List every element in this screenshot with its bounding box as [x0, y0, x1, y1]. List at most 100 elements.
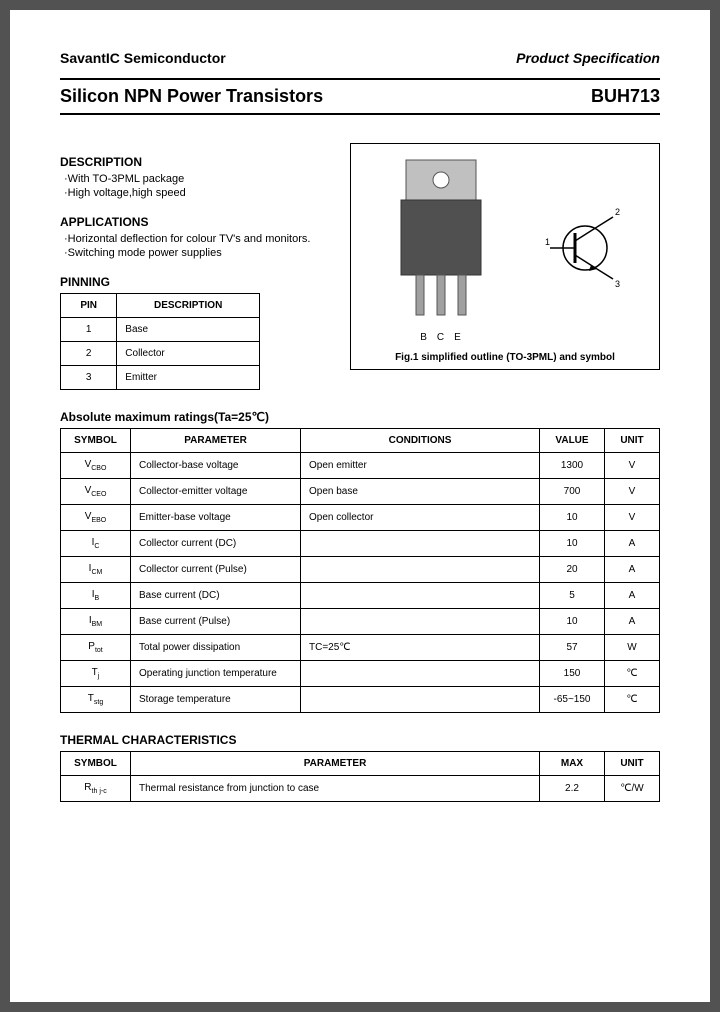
table-row: IBMBase current (Pulse) 10A [61, 609, 660, 635]
col-desc: DESCRIPTION [117, 294, 260, 318]
table-row: TstgStorage temperature-65~150℃ [61, 687, 660, 713]
cond-cell [301, 531, 540, 557]
param-cell: Base current (Pulse) [131, 609, 301, 635]
figure-content: B C E 1 [361, 154, 649, 344]
unit-cell: ℃/W [605, 776, 660, 802]
company-name: SavantIC Semiconductor [60, 50, 226, 66]
col-pin: PIN [61, 294, 117, 318]
value-cell: 10 [540, 505, 605, 531]
unit-cell: V [605, 505, 660, 531]
param-cell: Storage temperature [131, 687, 301, 713]
page-header: SavantIC Semiconductor Product Specifica… [60, 50, 660, 66]
left-column: DESCRIPTION ·With TO-3PML package ·High … [60, 143, 330, 390]
pinning-table: PIN DESCRIPTION 1Base 2Collector 3Emitte… [60, 293, 260, 390]
transistor-symbol-icon: 1 2 3 [545, 203, 625, 296]
table-row: 1Base [61, 318, 260, 342]
param-cell: Collector current (DC) [131, 531, 301, 557]
table-header-row: SYMBOL PARAMETER CONDITIONS VALUE UNIT [61, 429, 660, 453]
table-row: IBBase current (DC) 5A [61, 583, 660, 609]
table-row: VEBOEmitter-base voltageOpen collector10… [61, 505, 660, 531]
max-cell: 2.2 [540, 776, 605, 802]
unit-cell: V [605, 453, 660, 479]
param-cell: Operating junction temperature [131, 661, 301, 687]
thermal-heading: THERMAL CHARACTERISTICS [60, 733, 660, 747]
unit-cell: A [605, 609, 660, 635]
product-family: Silicon NPN Power Transistors [60, 86, 323, 107]
unit-cell: A [605, 531, 660, 557]
thermal-table: SYMBOL PARAMETER MAX UNIT Rth j-cThermal… [60, 751, 660, 802]
table-row: PtotTotal power dissipationTC=25℃57W [61, 635, 660, 661]
cond-cell [301, 661, 540, 687]
datasheet-page: SavantIC Semiconductor Product Specifica… [10, 10, 710, 1002]
symbol-cell: Ptot [61, 635, 131, 661]
unit-cell: ℃ [605, 687, 660, 713]
table-row: ICCollector current (DC) 10A [61, 531, 660, 557]
value-cell: 700 [540, 479, 605, 505]
table-row: ICMCollector current (Pulse) 20A [61, 557, 660, 583]
value-cell: 20 [540, 557, 605, 583]
cond-cell: Open collector [301, 505, 540, 531]
table-row: VCBOCollector-base voltageOpen emitter13… [61, 453, 660, 479]
ratings-heading: Absolute maximum ratings(Ta=25℃) [60, 410, 660, 424]
cond-cell [301, 583, 540, 609]
cond-cell: Open emitter [301, 453, 540, 479]
symbol-cell: IBM [61, 609, 131, 635]
symbol-cell: Rth j-c [61, 776, 131, 802]
unit-cell: W [605, 635, 660, 661]
pinning-heading: PINNING [60, 275, 330, 289]
value-cell: 150 [540, 661, 605, 687]
symbol-cell: VCEO [61, 479, 131, 505]
symbol-pin-2: 2 [615, 207, 620, 217]
table-row: VCEOCollector-emitter voltageOpen base70… [61, 479, 660, 505]
description-item: ·High voltage,high speed [64, 187, 330, 199]
unit-cell: V [605, 479, 660, 505]
applications-heading: APPLICATIONS [60, 215, 330, 229]
table-header-row: PIN DESCRIPTION [61, 294, 260, 318]
value-cell: 5 [540, 583, 605, 609]
symbol-cell: Tj [61, 661, 131, 687]
description-item: ·With TO-3PML package [64, 173, 330, 185]
param-cell: Base current (DC) [131, 583, 301, 609]
upper-columns: DESCRIPTION ·With TO-3PML package ·High … [60, 143, 660, 390]
unit-cell: ℃ [605, 661, 660, 687]
cond-cell [301, 609, 540, 635]
param-cell: Collector-base voltage [131, 453, 301, 479]
ratings-table: SYMBOL PARAMETER CONDITIONS VALUE UNIT V… [60, 428, 660, 713]
value-cell: -65~150 [540, 687, 605, 713]
symbol-cell: IC [61, 531, 131, 557]
param-cell: Collector-emitter voltage [131, 479, 301, 505]
cond-cell: Open base [301, 479, 540, 505]
applications-item: ·Horizontal deflection for colour TV's a… [64, 233, 330, 245]
value-cell: 1300 [540, 453, 605, 479]
cond-cell [301, 557, 540, 583]
cond-cell [301, 687, 540, 713]
applications-item: ·Switching mode power supplies [64, 247, 330, 259]
symbol-cell: IB [61, 583, 131, 609]
symbol-cell: ICM [61, 557, 131, 583]
table-row: TjOperating junction temperature 150℃ [61, 661, 660, 687]
table-header-row: SYMBOL PARAMETER MAX UNIT [61, 752, 660, 776]
symbol-pin-1: 1 [545, 237, 550, 247]
table-row: Rth j-cThermal resistance from junction … [61, 776, 660, 802]
doc-type: Product Specification [516, 50, 660, 66]
part-number: BUH713 [591, 86, 660, 107]
param-cell: Thermal resistance from junction to case [131, 776, 540, 802]
figure-box: B C E 1 [350, 143, 660, 370]
symbol-pin-3: 3 [615, 279, 620, 289]
param-cell: Collector current (Pulse) [131, 557, 301, 583]
param-cell: Emitter-base voltage [131, 505, 301, 531]
package-pin-labels: B C E [386, 332, 496, 343]
package-outline-icon: B C E [386, 155, 496, 343]
symbol-cell: VEBO [61, 505, 131, 531]
unit-cell: A [605, 583, 660, 609]
description-heading: DESCRIPTION [60, 155, 330, 169]
value-cell: 10 [540, 531, 605, 557]
figure-caption: Fig.1 simplified outline (TO-3PML) and s… [361, 352, 649, 363]
unit-cell: A [605, 557, 660, 583]
value-cell: 10 [540, 609, 605, 635]
param-cell: Total power dissipation [131, 635, 301, 661]
symbol-cell: VCBO [61, 453, 131, 479]
title-bar: Silicon NPN Power Transistors BUH713 [60, 78, 660, 115]
cond-cell: TC=25℃ [301, 635, 540, 661]
table-row: 2Collector [61, 342, 260, 366]
